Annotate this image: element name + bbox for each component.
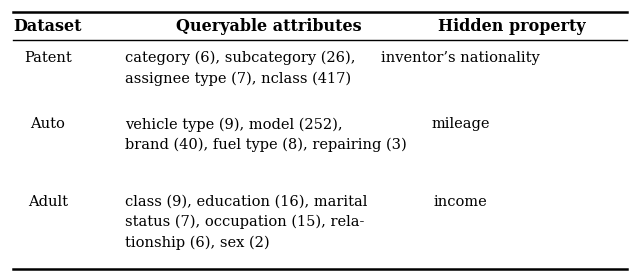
Text: inventor’s nationality: inventor’s nationality bbox=[381, 51, 540, 65]
Text: class (9), education (16), marital
status (7), occupation (15), rela-
tionship (: class (9), education (16), marital statu… bbox=[125, 195, 367, 250]
Text: Queryable attributes: Queryable attributes bbox=[176, 18, 362, 35]
Text: category (6), subcategory (26),
assignee type (7), nclass (417): category (6), subcategory (26), assignee… bbox=[125, 51, 355, 86]
Text: income: income bbox=[434, 195, 488, 209]
Text: mileage: mileage bbox=[431, 117, 490, 131]
Text: vehicle type (9), model (252),
brand (40), fuel type (8), repairing (3): vehicle type (9), model (252), brand (40… bbox=[125, 117, 406, 152]
Text: Hidden property: Hidden property bbox=[438, 18, 586, 35]
Text: Patent: Patent bbox=[24, 51, 72, 65]
Text: Dataset: Dataset bbox=[13, 18, 83, 35]
Text: Auto: Auto bbox=[31, 117, 65, 131]
Text: Adult: Adult bbox=[28, 195, 68, 209]
